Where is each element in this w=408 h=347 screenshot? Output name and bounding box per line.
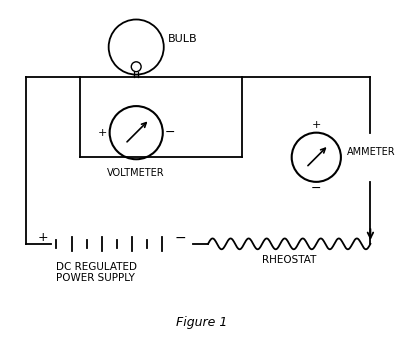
Text: Figure 1: Figure 1 bbox=[176, 316, 228, 329]
Text: +: + bbox=[38, 231, 48, 244]
Text: −: − bbox=[175, 231, 186, 245]
Text: AMMETER: AMMETER bbox=[347, 147, 395, 157]
Text: +: + bbox=[98, 128, 107, 138]
Text: +: + bbox=[312, 120, 321, 130]
Text: −: − bbox=[311, 182, 322, 195]
Text: VOLTMETER: VOLTMETER bbox=[107, 168, 165, 178]
Text: POWER SUPPLY: POWER SUPPLY bbox=[55, 273, 134, 283]
Text: −: − bbox=[164, 126, 175, 139]
Text: DC REGULATED: DC REGULATED bbox=[55, 262, 137, 272]
Text: BULB: BULB bbox=[168, 34, 197, 44]
Text: RHEOSTAT: RHEOSTAT bbox=[262, 255, 317, 265]
